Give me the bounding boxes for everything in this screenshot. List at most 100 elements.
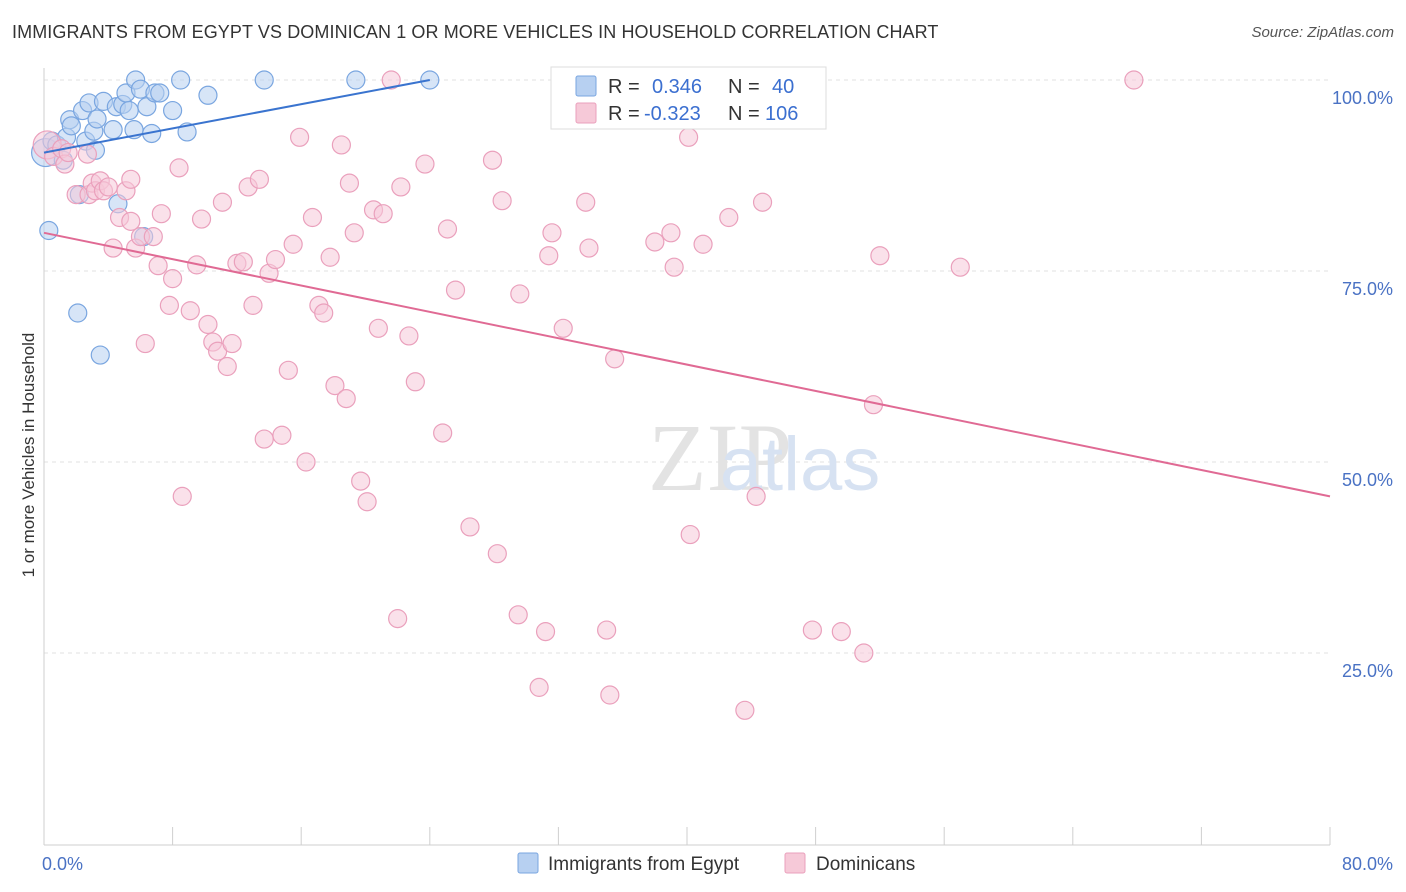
point-dominicans <box>121 211 141 231</box>
point-dominicans <box>415 154 435 174</box>
point-egypt <box>150 83 170 103</box>
point-dominicans <box>487 544 507 564</box>
series-legend-label-egypt: Immigrants from Egypt <box>548 854 740 875</box>
x-tick-labels: 0.0% 80.0% <box>42 854 1393 874</box>
point-egypt <box>254 70 274 90</box>
point-dominicans <box>542 223 562 243</box>
gridlines <box>44 79 1330 654</box>
point-dominicans <box>645 232 665 252</box>
point-dominicans <box>1124 70 1144 90</box>
point-dominicans <box>151 204 171 224</box>
point-dominicans <box>508 605 528 625</box>
point-dominicans <box>719 207 739 228</box>
legend-n-value-dominicans: 106 <box>765 103 798 125</box>
point-dominicans <box>191 209 212 229</box>
trend-line-dominicans <box>43 231 1331 498</box>
point-dominicans <box>870 246 890 266</box>
series-legend-label-dominicans: Dominicans <box>816 854 915 875</box>
point-dominicans <box>605 349 625 369</box>
series-legend: Immigrants from Egypt Dominicans <box>517 852 915 875</box>
point-dominicans <box>243 295 263 315</box>
source-credit: Source: ZipAtlas.com <box>1251 24 1394 41</box>
point-dominicans <box>802 620 822 640</box>
y-tick-labels: 100.0% 75.0% 50.0% 25.0% <box>1332 88 1393 681</box>
point-egypt <box>163 100 183 121</box>
point-dominicans <box>339 173 360 193</box>
legend-r-value-egypt: 0.346 <box>652 76 702 98</box>
point-egypt <box>119 100 139 121</box>
legend-swatch-dominicans <box>575 102 597 124</box>
legend-swatch-egypt <box>575 75 597 97</box>
point-dominicans <box>950 257 970 277</box>
point-egypt <box>39 220 59 241</box>
point-dominicans <box>553 318 573 338</box>
point-dominicans <box>314 303 334 323</box>
point-egypt <box>198 85 218 105</box>
point-dominicans <box>679 127 699 147</box>
axes <box>43 68 1331 846</box>
watermark-atlas: atlas <box>720 422 881 507</box>
point-dominicans <box>233 252 253 272</box>
point-dominicans <box>249 169 270 189</box>
point-dominicans <box>437 219 458 239</box>
point-egypt <box>68 303 88 323</box>
series-legend-swatch-dominicans <box>784 852 806 874</box>
point-dominicans <box>135 333 155 354</box>
point-dominicans <box>597 620 617 640</box>
point-dominicans <box>289 127 310 147</box>
y-tick-label: 50.0% <box>1342 470 1393 490</box>
point-dominicans <box>680 524 700 545</box>
point-dominicans <box>373 204 393 224</box>
legend-r-label-dominicans: R = <box>608 103 640 125</box>
legend-r-label-egypt: R = <box>608 76 640 98</box>
point-dominicans <box>831 622 851 642</box>
point-dominicans <box>320 247 340 267</box>
point-dominicans <box>283 234 303 254</box>
point-dominicans <box>325 376 345 396</box>
point-dominicans <box>600 685 620 705</box>
point-dominicans <box>368 318 388 338</box>
y-tick-label: 100.0% <box>1332 88 1393 108</box>
point-dominicans <box>529 677 549 697</box>
point-dominicans <box>180 301 200 321</box>
point-dominicans <box>159 295 179 315</box>
point-dominicans <box>212 192 233 212</box>
legend-n-value-egypt: 40 <box>772 76 794 98</box>
legend-n-label-egypt: N = <box>728 76 760 98</box>
point-egypt <box>103 120 123 140</box>
series-legend-swatch-egypt <box>517 852 539 874</box>
point-dominicans <box>296 452 316 472</box>
point-dominicans <box>381 70 401 90</box>
point-dominicans <box>148 256 168 276</box>
point-dominicans <box>172 486 192 506</box>
data-points <box>31 70 1144 720</box>
point-dominicans <box>344 223 364 243</box>
point-dominicans <box>661 223 681 243</box>
point-dominicans <box>482 150 503 170</box>
point-dominicans <box>121 169 141 189</box>
point-dominicans <box>752 192 773 212</box>
y-tick-label: 75.0% <box>1342 279 1393 299</box>
point-dominicans <box>693 234 713 254</box>
point-dominicans <box>217 356 237 377</box>
trend-line-egypt <box>43 79 430 154</box>
stats-legend: R = 0.346 N = 40 R = -0.323 N = 106 <box>550 66 827 130</box>
point-dominicans <box>163 269 183 289</box>
stats-legend-box <box>550 66 827 130</box>
legend-n-label-dominicans: N = <box>728 103 760 125</box>
point-dominicans <box>492 191 512 211</box>
point-dominicans <box>357 492 377 512</box>
point-dominicans <box>331 135 351 155</box>
point-dominicans <box>433 423 453 443</box>
point-egypt <box>90 345 110 365</box>
point-dominicans <box>98 177 118 197</box>
point-dominicans <box>278 360 298 380</box>
point-dominicans <box>539 246 559 266</box>
point-dominicans <box>77 144 98 164</box>
point-dominicans <box>351 471 371 491</box>
x-tick-label: 80.0% <box>1342 854 1393 874</box>
point-dominicans <box>854 643 874 663</box>
point-egypt <box>87 109 107 129</box>
point-egypt <box>61 116 81 136</box>
